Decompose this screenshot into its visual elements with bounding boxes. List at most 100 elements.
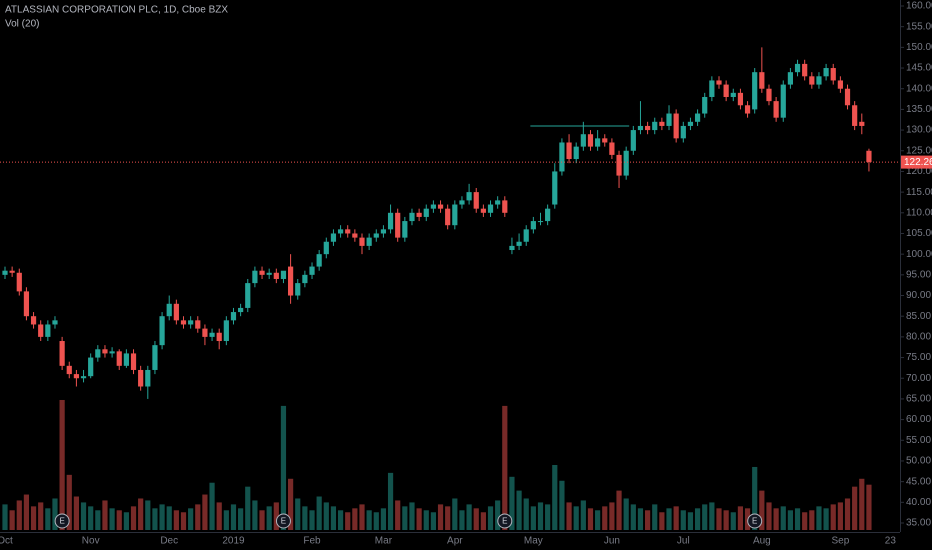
volume-bar [730,512,736,530]
candle-body [345,229,351,234]
candle-body [173,303,179,321]
x-tick-label: 23 [885,536,897,547]
candle-body [545,208,551,222]
candle-body [166,303,172,317]
volume-bar [138,498,144,530]
candle-body [430,204,436,209]
x-tick-label: May [524,536,543,547]
volume-bar [380,508,387,530]
candle-body [759,72,765,89]
candle-body [459,200,465,205]
volume-bar [266,506,272,530]
volume-bar [30,506,37,530]
volume-bar [295,498,301,530]
volume-bar [480,512,486,530]
volume-bar [623,498,629,530]
volume-bar [230,504,237,530]
volume-bar [852,486,858,530]
volume-bar [580,500,586,530]
volume-bar [516,490,522,530]
volume-bar [80,502,87,530]
volume-bar [780,506,786,530]
candle-body [366,237,372,246]
volume-bar [844,498,851,530]
earnings-marker [747,513,763,529]
y-tick-label: 35.00 [906,518,931,529]
x-tick-label: Nov [82,536,100,547]
volume-bar [337,510,344,530]
earnings-marker [275,513,291,529]
candle-body [95,349,101,358]
candle-body [452,204,458,226]
volume-bar [116,510,122,530]
volume-bar [302,506,308,530]
x-tick-label: Jun [604,536,620,547]
candle-body [395,212,401,238]
candle-body [623,150,629,176]
volume-bar [545,504,551,530]
candle-body [323,241,329,255]
volume-bar [66,474,72,530]
candle-body [780,84,786,118]
candle-body [38,324,44,337]
candle-body [837,80,843,89]
y-tick-label: 70.00 [906,373,931,384]
candle-body [373,233,379,238]
volume-bar [666,508,672,530]
volume-bar [816,506,822,530]
volume-bar [145,500,151,530]
y-tick-label: 120.00 [906,166,932,177]
candle-body [609,142,615,155]
volume-bar [630,504,636,530]
candle-body [116,351,122,366]
candle-body [52,320,58,325]
candle-body [45,324,51,337]
volume-bar [88,506,94,530]
candle-body [102,349,108,354]
candle-body [216,332,222,342]
candle-body [188,320,194,325]
volume-bar [759,490,765,530]
candle-body [716,80,722,85]
volume-bar [409,502,415,530]
candle-body [559,142,565,172]
candle-body [737,92,744,106]
volume-bar [152,508,158,530]
candle-body [123,353,129,366]
candle-body [566,142,572,160]
volume-bar [59,399,65,530]
volume-bar [602,506,608,530]
volume-bar [195,504,201,530]
volume-bar [473,508,479,530]
candle-body [802,63,808,77]
y-tick-label: 85.00 [906,311,931,322]
y-tick-label: 150.00 [906,42,932,53]
volume-bar [52,498,58,530]
volume-bar [109,508,115,530]
candle-body [16,272,22,292]
y-tick-label: 40.00 [906,497,931,508]
volume-bar [830,504,836,530]
candle-body [252,270,258,284]
candle-body [744,105,751,114]
candle-body [402,221,408,238]
volume-bar [452,498,458,530]
candle-body [680,125,686,139]
candle-body [730,92,736,97]
y-tick-label: 100.00 [906,249,932,260]
volume-bar [595,510,601,530]
volume-bar [2,504,8,530]
y-tick-label: 50.00 [906,456,931,467]
y-tick-label: 155.00 [906,21,932,32]
volume-bar [709,502,715,530]
volume-bar [323,502,329,530]
volume-bar [637,508,644,530]
x-tick-label: Jul [677,536,690,547]
x-tick-label: 2019 [222,536,245,547]
volume-bar [645,510,651,530]
candle-body [9,270,15,273]
candle-body [516,241,522,246]
volume-bar [330,506,337,530]
